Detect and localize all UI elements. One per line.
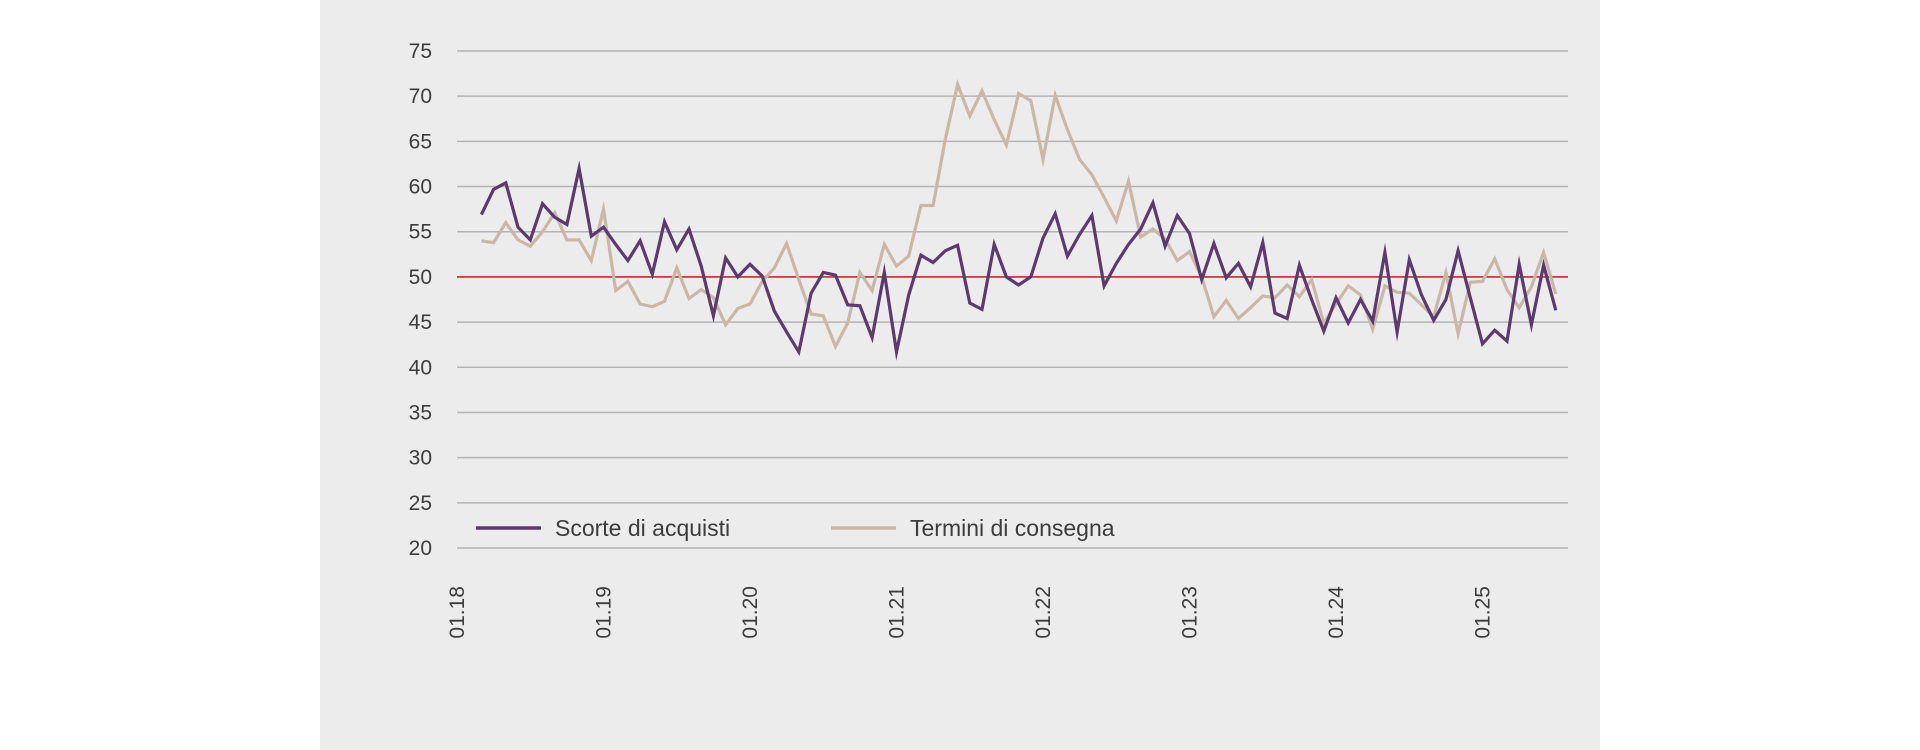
y-tick-label: 65 bbox=[409, 130, 432, 153]
x-tick-label: 01.19 bbox=[593, 586, 616, 639]
y-tick-label: 70 bbox=[409, 85, 432, 108]
x-tick-label: 01.21 bbox=[886, 586, 909, 639]
y-tick-label: 35 bbox=[409, 401, 432, 424]
y-tick-label: 45 bbox=[409, 311, 432, 334]
x-tick-label: 01.24 bbox=[1325, 586, 1348, 639]
y-tick-label: 30 bbox=[409, 447, 432, 470]
y-tick-label: 50 bbox=[409, 266, 432, 289]
y-tick-label: 60 bbox=[409, 176, 432, 199]
x-tick-label: 01.23 bbox=[1179, 586, 1202, 639]
series-line-1 bbox=[481, 78, 1558, 351]
y-tick-label: 25 bbox=[409, 492, 432, 515]
x-tick-label: 01.25 bbox=[1472, 586, 1495, 639]
legend-label: Termini di consegna bbox=[910, 515, 1115, 541]
chart-panel: 75 70 65 60 55 50 45 40 35 30 25 20 01.18 01.19 01.20… bbox=[320, 0, 1600, 750]
y-axis-ticks: 75 70 65 60 55 50 45 40 35 30 25 20 bbox=[409, 40, 432, 560]
x-tick-label: 01.20 bbox=[739, 586, 762, 639]
x-tick-label: 01.22 bbox=[1032, 586, 1055, 639]
series-line-0 bbox=[479, 160, 1558, 361]
series-lines bbox=[479, 78, 1558, 361]
line-chart: 75 70 65 60 55 50 45 40 35 30 25 20 01.18 01.19 01.20… bbox=[409, 40, 1568, 639]
x-tick-label: 01.18 bbox=[446, 586, 469, 639]
y-tick-label: 40 bbox=[409, 356, 432, 379]
y-tick-label: 75 bbox=[409, 40, 432, 63]
y-tick-label: 20 bbox=[409, 537, 432, 560]
x-axis-ticks: 01.18 01.19 01.20 01.21 01.22 01.23 01.24 01.25 bbox=[446, 586, 1495, 639]
legend: Scorte di acquisti Termini di consegna bbox=[476, 515, 1115, 541]
legend-label: Scorte di acquisti bbox=[555, 515, 730, 541]
y-tick-label: 55 bbox=[409, 221, 432, 244]
